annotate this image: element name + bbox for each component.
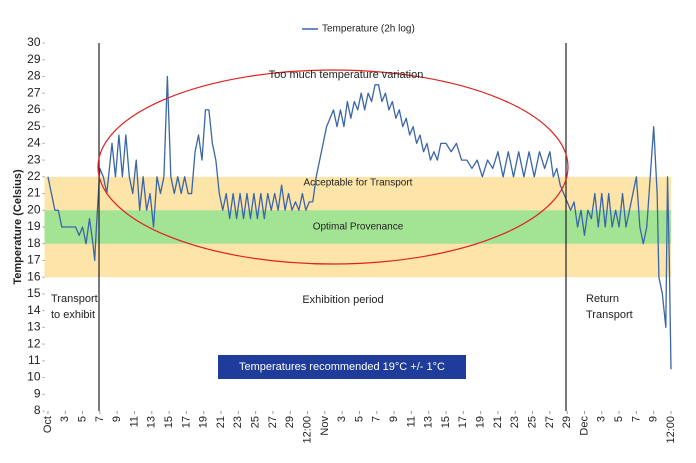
x-tick-label: 9 (648, 416, 660, 422)
y-tick-label: 9 (34, 386, 41, 400)
x-tick-label: 5 (613, 416, 625, 422)
y-tick-label: 28 (27, 69, 41, 83)
y-tick-label: 27 (27, 85, 41, 99)
x-tick-label: 15 (440, 416, 452, 428)
y-tick-label: 23 (27, 152, 41, 166)
band-label: Acceptable for Transport (304, 177, 413, 188)
x-tick-label: 7 (371, 416, 383, 422)
y-tick-label: 10 (27, 370, 41, 384)
legend-label: Temperature (2h log) (322, 24, 415, 35)
x-tick-label: 29 (561, 416, 573, 428)
y-tick-label: 25 (27, 119, 41, 133)
annotation: Transport (586, 309, 633, 321)
y-tick-label: 15 (27, 286, 41, 300)
annotation: to exhibit (51, 309, 95, 321)
x-tick-label: 12:00 (665, 416, 677, 444)
x-tick-label: 21 (492, 416, 504, 428)
y-tick-label: 21 (27, 186, 41, 200)
y-tick-label: 20 (27, 202, 41, 216)
y-tick-label: 24 (27, 136, 41, 150)
y-tick-label: 14 (27, 303, 41, 317)
x-tick-label: 29 (284, 416, 296, 428)
x-tick-label: 21 (215, 416, 227, 428)
x-tick-label: 7 (94, 416, 106, 422)
y-tick-label: 26 (27, 102, 41, 116)
x-tick-label: 13 (146, 416, 158, 428)
x-tick-label: 11 (405, 416, 417, 427)
x-tick-label: 3 (336, 416, 348, 422)
x-tick-label: 27 (267, 416, 279, 428)
x-tick-label: 27 (544, 416, 556, 428)
x-tick-label: 19 (198, 416, 210, 428)
plot (47, 75, 672, 370)
x-tick-label: 17 (457, 416, 469, 428)
x-tick-label: 11 (128, 416, 140, 427)
recommendation-text: Temperatures recommended 19°C +/- 1°C (239, 361, 445, 373)
y-tick-label: 18 (27, 236, 41, 250)
x-tick-label: Dec (578, 416, 590, 436)
y-tick-label: 17 (27, 253, 41, 267)
recommendation-box (218, 355, 466, 379)
y-axis-title: Temperature (Celsius) (12, 169, 24, 285)
annotation: Return (586, 293, 619, 305)
x-tick-label: 7 (630, 416, 642, 422)
x-tick-label: 19 (475, 416, 487, 428)
y-tick-label: 8 (34, 403, 41, 417)
x-tick-label: Nov (319, 416, 331, 436)
temperature-line (47, 75, 672, 370)
annotation: Exhibition period (302, 294, 383, 306)
variation-ellipse (97, 69, 569, 265)
x-tick-label: 15 (163, 416, 175, 428)
band-label: Optimal Provenance (313, 222, 404, 233)
x-tick-label: 3 (596, 416, 608, 422)
x-tick-label: 25 (250, 416, 262, 428)
x-tick-label: 5 (76, 416, 88, 422)
y-tick-label: 19 (27, 219, 41, 233)
x-tick-label: 9 (388, 416, 400, 422)
x-tick-label: 25 (526, 416, 538, 428)
x-tick-label: 23 (509, 416, 521, 428)
y-tick-label: 30 (27, 35, 41, 49)
y-tick-label: 11 (28, 353, 41, 367)
y-tick-label: 13 (27, 320, 41, 334)
x-tick-label: 23 (232, 416, 244, 428)
x-tick-label: 12:00 (301, 416, 313, 444)
y-tick-label: 22 (27, 169, 41, 183)
x-tick-label: 17 (180, 416, 192, 428)
x-tick-label: Oct (42, 416, 54, 433)
y-tick-label: 16 (27, 269, 41, 283)
y-tick-label: 12 (27, 336, 41, 350)
annotation: Transport (51, 293, 98, 305)
x-tick-label: 5 (353, 416, 365, 422)
x-tick-label: 3 (59, 416, 71, 422)
x-tick-label: 13 (423, 416, 435, 428)
x-tick-label: 9 (111, 416, 123, 422)
annotation: Too much temperature variation (269, 69, 424, 81)
y-tick-label: 29 (27, 52, 41, 66)
